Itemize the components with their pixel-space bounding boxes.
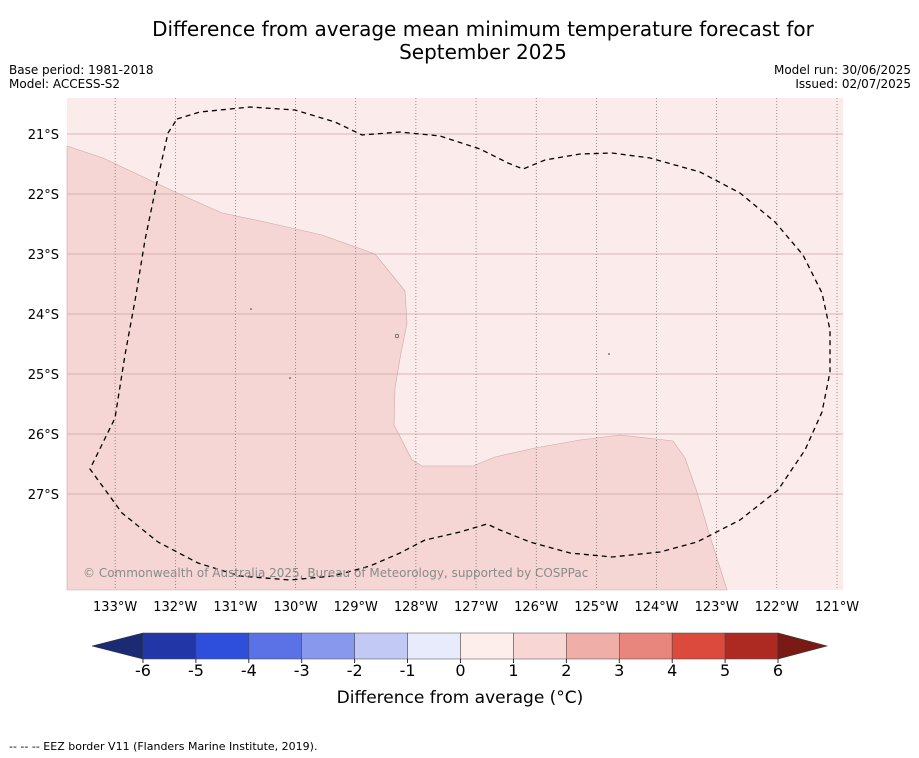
colorbar-tick-label: -3: [294, 661, 310, 680]
latitude-tick-label: 27°S: [28, 488, 59, 503]
map-graticule: [67, 98, 843, 590]
colorbar: -6 -5 -4 -3 -2 -1 0 1 2 3 4 5 6: [91, 632, 829, 680]
longitude-tick-label: 131°W: [213, 600, 257, 615]
latitude-tick-label: 25°S: [28, 368, 59, 383]
colorbar-segment: [301, 632, 355, 660]
longitude-tick-label: 133°W: [93, 600, 137, 615]
colorbar-tick-label: 1: [508, 661, 518, 680]
latitude-tick-label: 22°S: [28, 188, 59, 203]
colorbar-tick-label: -1: [400, 661, 416, 680]
longitude-tick-label: 123°W: [695, 600, 739, 615]
colorbar-tick-label: -2: [347, 661, 363, 680]
meta-right: Model run: 30/06/2025 Issued: 02/07/2025: [774, 63, 911, 91]
colorbar-segment: [619, 632, 673, 660]
colorbar-segment: [513, 632, 567, 660]
colorbar-tick-label: 4: [667, 661, 677, 680]
longitude-tick-label: 126°W: [514, 600, 558, 615]
map-title-line2: September 2025: [399, 40, 567, 64]
issued-date: Issued: 02/07/2025: [795, 77, 911, 91]
colorbar-over-arrow: [777, 632, 829, 660]
copyright-notice: © Commonwealth of Australia 2025, Bureau…: [83, 566, 588, 580]
longitude-tick-label: 129°W: [334, 600, 378, 615]
colorbar-segment: [142, 632, 197, 660]
island-marker: [608, 353, 610, 355]
colorbar-segment: [671, 632, 726, 660]
colorbar-tick-label: 6: [773, 661, 783, 680]
colorbar-tick-label: 2: [561, 661, 571, 680]
island-markers: [250, 308, 610, 379]
latitude-tick-label: 21°S: [28, 128, 59, 143]
longitude-tick-label: 122°W: [755, 600, 799, 615]
colorbar-tick-label: -5: [188, 661, 204, 680]
longitude-tick-label: 128°W: [394, 600, 438, 615]
colorbar-segment: [248, 632, 302, 660]
longitude-tick-label: 130°W: [274, 600, 318, 615]
colorbar-tick-label: -4: [241, 661, 257, 680]
colorbar-segment: [566, 632, 620, 660]
colorbar-under-arrow: [91, 632, 144, 660]
colorbar-tick-label: 5: [720, 661, 730, 680]
eez-legend-footnote: -- -- -- EEZ border V11 (Flanders Marine…: [9, 740, 318, 753]
island-marker: [289, 377, 291, 379]
colorbar-segment: [195, 632, 250, 660]
map-title-line1: Difference from average mean minimum tem…: [152, 17, 814, 41]
colorbar-segment: [354, 632, 408, 660]
longitude-tick-label: 125°W: [574, 600, 618, 615]
colorbar-segment: [407, 632, 461, 660]
forecast-map: © Commonwealth of Australia 2025, Bureau…: [28, 98, 859, 680]
latitude-tick-label: 24°S: [28, 308, 59, 323]
model-run: Model run: 30/06/2025: [773, 63, 911, 77]
warm-anomaly-region: [66, 145, 728, 591]
model-name: Model: ACCESS-S2: [9, 77, 121, 91]
colorbar-tick-label: 0: [455, 661, 465, 680]
longitude-tick-label: 132°W: [153, 600, 197, 615]
base-period: Base period: 1981-2018: [9, 63, 154, 77]
eez-border: [89, 106, 831, 581]
island-marker: [394, 333, 400, 339]
map-title: Difference from average mean minimum tem…: [0, 18, 919, 64]
colorbar-segment: [724, 632, 779, 660]
colorbar-label: Difference from average (°C): [336, 688, 584, 708]
colorbar-segment: [460, 632, 514, 660]
longitude-tick-label: 124°W: [634, 600, 678, 615]
meta-left: Base period: 1981-2018 Model: ACCESS-S2: [9, 63, 154, 91]
colorbar-tick-label: -6: [135, 661, 151, 680]
colorbar-tick-label: 3: [614, 661, 624, 680]
latitude-tick-label: 23°S: [28, 248, 59, 263]
longitude-tick-label: 121°W: [815, 600, 859, 615]
island-marker: [250, 308, 252, 310]
latitude-labels: 21°S 22°S 23°S 24°S 25°S 26°S 27°S: [28, 128, 59, 503]
longitude-tick-label: 127°W: [454, 600, 498, 615]
latitude-tick-label: 26°S: [28, 428, 59, 443]
longitude-labels: 133°W 132°W 131°W 130°W 129°W 128°W 127°W 126°W…: [93, 600, 859, 615]
